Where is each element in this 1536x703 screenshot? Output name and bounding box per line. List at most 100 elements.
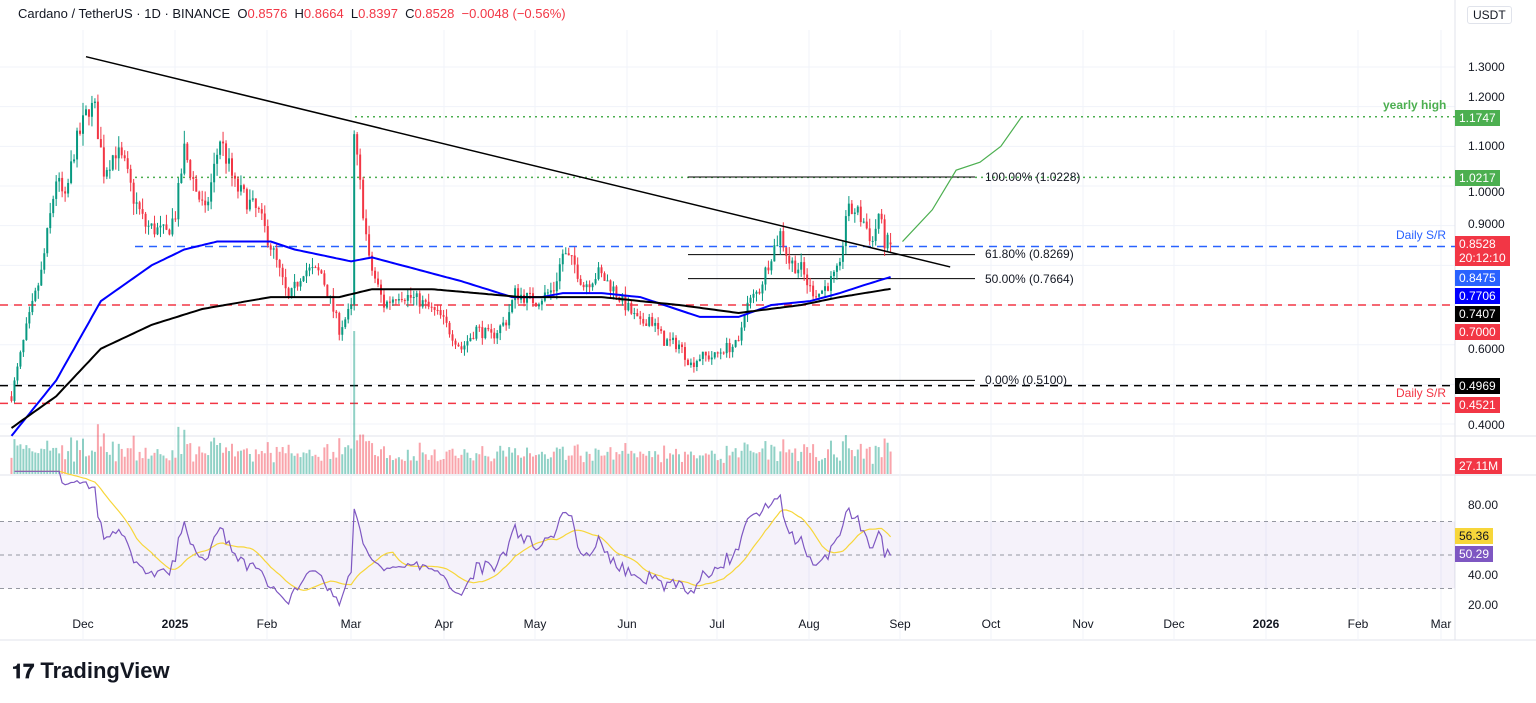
- volume-bar: [806, 447, 809, 474]
- volume-bar: [284, 453, 287, 474]
- candle-body: [657, 322, 660, 330]
- volume-bar: [25, 445, 28, 474]
- volume-bar: [457, 458, 460, 474]
- candle-body: [692, 362, 695, 367]
- volume-bar: [594, 448, 597, 474]
- candle-body: [785, 247, 788, 256]
- x-axis-label: Jul: [709, 617, 725, 631]
- volume-bar: [654, 451, 657, 474]
- volume-bar: [165, 458, 168, 474]
- volume-bar: [520, 457, 523, 474]
- volume-bar: [740, 450, 743, 474]
- candle-body: [669, 339, 672, 341]
- candle-body: [856, 206, 859, 213]
- candle-body: [552, 290, 555, 292]
- candle-body: [472, 337, 475, 339]
- currency-button[interactable]: USDT: [1467, 6, 1512, 24]
- candle-body: [126, 158, 129, 169]
- candle-body: [165, 224, 168, 230]
- candle-body: [707, 355, 710, 360]
- candle-body: [260, 209, 263, 214]
- price-axis-tick: 0.9000: [1468, 216, 1505, 231]
- volume-bar: [141, 458, 144, 474]
- candle-body: [561, 253, 564, 265]
- candle-body: [633, 313, 636, 315]
- candle-body: [722, 352, 725, 354]
- x-axis-label: Dec: [72, 617, 94, 631]
- candle-body: [791, 260, 794, 264]
- volume-bar: [827, 449, 829, 474]
- candle-body: [213, 163, 216, 183]
- volume-bar: [397, 457, 400, 474]
- candle-body: [493, 332, 496, 339]
- volume-bar: [713, 453, 716, 474]
- volume-bar: [743, 442, 746, 474]
- candle-body: [189, 160, 192, 177]
- volume-bar: [356, 440, 359, 474]
- volume-bar: [821, 459, 824, 474]
- chart-header: Cardano / TetherUS · 1D · BINANCE O0.857…: [18, 6, 566, 21]
- volume-bar: [573, 445, 576, 474]
- volume-bar: [144, 447, 147, 474]
- candle-body: [61, 177, 64, 192]
- candle-body: [332, 295, 335, 312]
- candle-body: [880, 213, 883, 220]
- volume-bar: [529, 453, 531, 474]
- candle-body: [639, 316, 642, 319]
- volume-bar: [669, 453, 672, 474]
- volume-bar: [695, 458, 698, 474]
- candle-body: [686, 359, 689, 366]
- price-label: 1.0217: [1455, 170, 1500, 186]
- candle-body: [469, 337, 472, 342]
- candle-body: [725, 342, 728, 354]
- rsi-line: [14, 470, 892, 608]
- candle-body: [829, 276, 832, 291]
- candle-body: [675, 337, 678, 350]
- volume-bar: [600, 455, 603, 474]
- candle-body: [353, 134, 356, 305]
- tradingview-logo[interactable]: 𝟏𝟕 TradingView: [12, 658, 170, 684]
- volume-bar: [424, 454, 427, 474]
- volume-bar: [427, 459, 430, 474]
- volume-bar: [177, 426, 180, 474]
- candle-body: [430, 306, 433, 308]
- candle-body: [248, 199, 251, 210]
- volume-bar: [862, 458, 865, 474]
- volume-bar: [216, 445, 219, 474]
- volume-bar: [767, 459, 770, 474]
- volume-bar: [645, 455, 648, 474]
- volume-bar: [648, 451, 651, 474]
- volume-bar: [755, 453, 758, 474]
- price-label-value: 1.0217: [1459, 171, 1496, 185]
- candle-body: [734, 340, 737, 347]
- candle-body: [132, 182, 135, 204]
- volume-bar: [859, 443, 862, 474]
- candle-body: [10, 396, 13, 401]
- candle-body: [874, 228, 877, 241]
- candle-body: [242, 185, 245, 190]
- volume-bar: [561, 446, 564, 474]
- volume-bar: [734, 448, 737, 474]
- volume-bar: [746, 444, 749, 474]
- volume-bar: [511, 452, 514, 474]
- volume-bar: [451, 448, 454, 474]
- x-axis-label: Mar: [340, 617, 362, 631]
- volume-bar: [418, 442, 421, 474]
- volume-bar: [186, 444, 189, 474]
- volume-bar: [275, 446, 278, 474]
- candle-body: [576, 264, 579, 279]
- candle-body: [537, 304, 540, 307]
- volume-bar: [171, 450, 174, 474]
- volume-bar: [549, 457, 552, 474]
- candle-body: [502, 322, 505, 326]
- candle-body: [555, 281, 558, 292]
- candle-body: [76, 130, 79, 160]
- candle-body: [758, 291, 761, 294]
- price-label-value: 0.7000: [1459, 325, 1496, 339]
- volume-bar: [231, 443, 233, 474]
- candle-body: [144, 213, 147, 227]
- candle-body: [96, 101, 99, 140]
- candle-body: [600, 267, 603, 274]
- volume-bar: [448, 449, 451, 474]
